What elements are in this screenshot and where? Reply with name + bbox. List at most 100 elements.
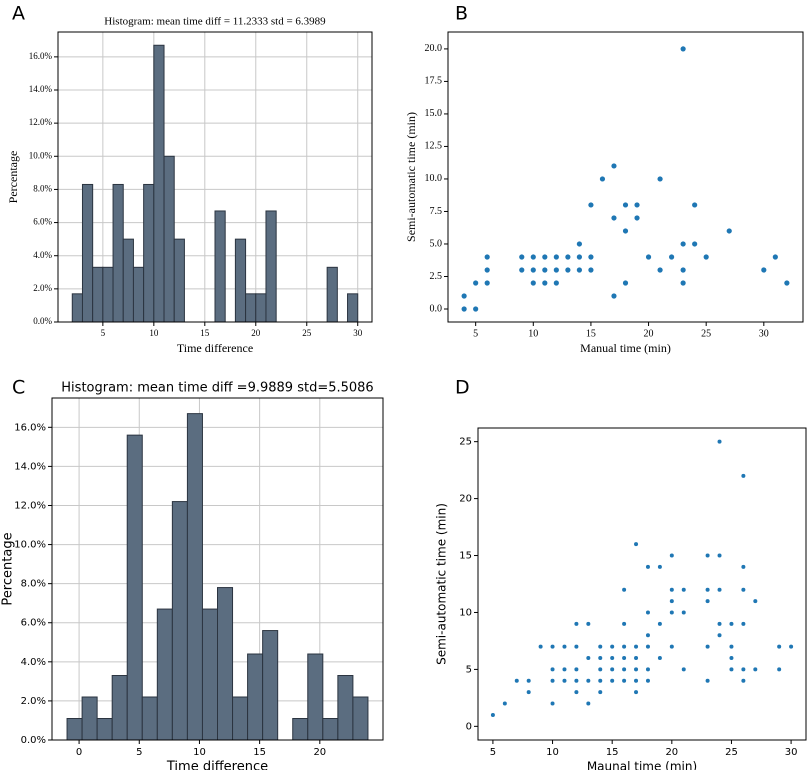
point [622, 587, 627, 592]
point [550, 644, 555, 649]
bar [247, 653, 264, 741]
point [669, 610, 674, 615]
point [542, 280, 548, 286]
bar [292, 718, 309, 741]
point [681, 610, 686, 615]
x-tick-label: 30 [785, 747, 798, 758]
bar [217, 587, 234, 741]
point [669, 644, 674, 649]
point [562, 667, 567, 672]
point [717, 553, 722, 558]
bar [262, 630, 279, 741]
point [586, 701, 591, 706]
point [669, 553, 674, 558]
bar [322, 718, 339, 741]
bar [81, 183, 94, 323]
point [461, 293, 467, 299]
bar [307, 653, 324, 741]
bar [326, 266, 338, 323]
point [657, 564, 662, 569]
point [538, 644, 543, 649]
point [490, 712, 495, 717]
x-axis-label: Time difference [166, 760, 268, 770]
bar [111, 675, 128, 741]
point [645, 254, 652, 260]
point [611, 163, 617, 169]
point [703, 254, 709, 260]
y-tick-label: 16.0% [29, 51, 53, 61]
bar [337, 675, 354, 741]
point [542, 267, 548, 273]
point [622, 656, 627, 661]
point [502, 701, 507, 706]
bar [234, 238, 247, 323]
y-tick-label: 20.0 [425, 43, 443, 54]
point [550, 701, 555, 706]
point [680, 241, 686, 247]
point [514, 678, 519, 683]
plot-frame [57, 31, 373, 323]
point [622, 667, 627, 672]
point [681, 667, 686, 672]
bar [214, 210, 226, 323]
chart-title: Histogram: mean time diff =9.9889 std=5.… [61, 381, 373, 396]
y-tick-label: 14.0% [29, 84, 53, 94]
panel: C Histogram: mean time diff =9.9889 std=5… [1, 377, 384, 770]
panel-label: B [455, 3, 468, 25]
point [530, 254, 536, 260]
point [692, 241, 698, 247]
point [681, 587, 686, 592]
point [574, 621, 579, 626]
point [753, 599, 758, 604]
point [526, 678, 531, 683]
point [705, 678, 710, 683]
y-tick-label: 12.0% [14, 500, 46, 511]
bar [81, 696, 98, 741]
point [610, 644, 615, 649]
bar [122, 238, 134, 323]
x-tick-label: 0 [76, 747, 82, 758]
bar [71, 293, 83, 323]
panel: A Histogram: mean time diff = 11.2333 std… [6, 3, 373, 355]
point [645, 564, 650, 569]
plot-frame [447, 31, 804, 323]
y-tick-label: 2.0% [33, 283, 52, 293]
y-tick-label: 25 [459, 437, 472, 448]
point [562, 678, 567, 683]
point [657, 176, 663, 182]
point [634, 656, 639, 661]
x-tick-label: 10 [149, 328, 159, 338]
x-tick-label: 15 [200, 328, 210, 338]
point [610, 667, 615, 672]
point [729, 656, 734, 661]
bar [163, 155, 175, 323]
point [717, 439, 722, 444]
y-tick-label: 10 [459, 607, 472, 618]
point [588, 202, 594, 208]
y-tick-label: 2.0% [21, 696, 46, 707]
point [519, 254, 525, 260]
point [530, 267, 536, 273]
point [610, 678, 615, 683]
y-axis-label: Percentage [1, 532, 16, 605]
point [611, 215, 617, 221]
point [622, 228, 629, 234]
panel: D 0 5 10 15 20 25 5 10 15 20 25 30 Maunal time (min) S… [435, 377, 807, 770]
bar [171, 501, 188, 741]
point [574, 644, 579, 649]
x-tick-label: 25 [725, 747, 738, 758]
point [611, 293, 617, 299]
point [729, 644, 734, 649]
point [761, 267, 767, 273]
point [680, 46, 686, 52]
point [784, 280, 790, 286]
y-tick-label: 10.0 [425, 173, 443, 184]
point [622, 621, 627, 626]
point [574, 667, 579, 672]
y-axis-label: Semi-automatic time (min) [435, 503, 449, 665]
point [550, 678, 555, 683]
point [726, 228, 732, 234]
point [657, 621, 662, 626]
y-tick-label: 17.5 [425, 76, 443, 87]
